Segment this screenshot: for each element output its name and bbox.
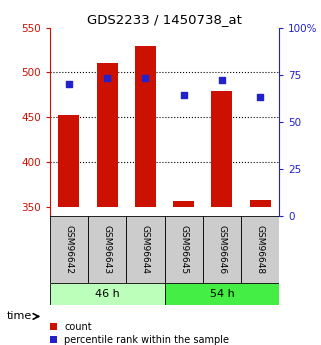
Text: 54 h: 54 h	[210, 289, 234, 299]
Bar	[50, 216, 88, 283]
Bar	[135, 47, 156, 207]
Text: GSM96645: GSM96645	[179, 225, 188, 274]
Bar	[97, 63, 118, 207]
Bar	[50, 283, 164, 305]
Point	[181, 92, 186, 98]
Text: GSM96648: GSM96648	[256, 225, 265, 274]
Bar	[58, 115, 79, 207]
Point	[66, 81, 72, 87]
Text: GSM96643: GSM96643	[103, 225, 112, 274]
Bar	[203, 216, 241, 283]
Text: time: time	[6, 312, 32, 322]
Text: GSM96644: GSM96644	[141, 225, 150, 274]
Bar	[164, 283, 279, 305]
Bar	[250, 200, 271, 207]
Point	[219, 78, 224, 83]
Bar	[164, 216, 203, 283]
Text: GSM96642: GSM96642	[65, 225, 74, 274]
Text: GSM96646: GSM96646	[217, 225, 226, 274]
Point	[257, 95, 263, 100]
Bar	[241, 216, 279, 283]
Legend: count, percentile rank within the sample: count, percentile rank within the sample	[50, 322, 230, 345]
Text: 46 h: 46 h	[95, 289, 119, 299]
Bar	[173, 201, 194, 207]
Bar	[211, 91, 232, 207]
Point	[105, 76, 110, 81]
Title: GDS2233 / 1450738_at: GDS2233 / 1450738_at	[87, 13, 242, 27]
Point	[143, 76, 148, 81]
Bar	[88, 216, 126, 283]
Bar	[126, 216, 164, 283]
